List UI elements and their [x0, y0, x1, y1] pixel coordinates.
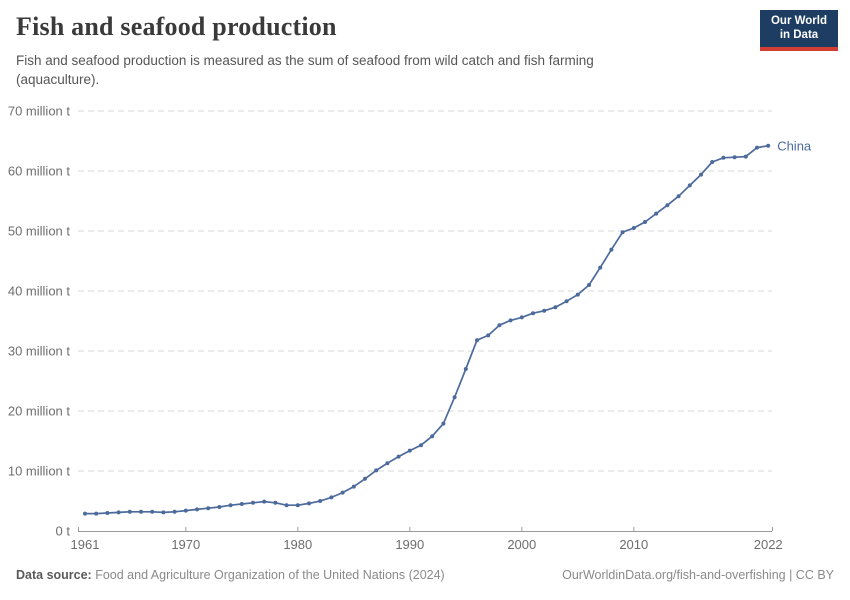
credit-link[interactable]: OurWorldinData.org/fish-and-overfishing …: [562, 568, 834, 582]
data-point-2021: [755, 145, 759, 150]
data-point-1969: [172, 509, 177, 514]
data-point-1985: [351, 484, 356, 489]
owid-logo[interactable]: Our World in Data: [760, 10, 838, 51]
data-point-1973: [217, 505, 222, 509]
data-point-2014: [676, 194, 681, 199]
owid-logo-line2: in Data: [779, 28, 819, 41]
data-point-2020: [743, 154, 748, 159]
data-source-label: Data source:: [16, 568, 92, 582]
y-tick-label-20: 20 million t: [8, 404, 71, 419]
data-point-2012: [654, 211, 659, 216]
y-tick-label-50: 50 million t: [8, 224, 71, 239]
data-point-1967: [150, 509, 155, 514]
data-point-1961: [83, 511, 87, 516]
data-point-1991: [419, 443, 423, 448]
data-point-2008: [609, 247, 614, 252]
data-point-1965: [127, 509, 132, 514]
data-point-1977: [262, 499, 267, 504]
data-point-2009: [620, 230, 625, 235]
y-tick-label-30: 30 million t: [8, 344, 71, 359]
data-point-1999: [508, 318, 513, 323]
data-point-2005: [575, 292, 580, 297]
y-tick-label-60: 60 million t: [8, 164, 71, 179]
data-point-1984: [340, 490, 345, 495]
x-tick-label-1970: 1970: [171, 537, 200, 552]
data-point-2016: [699, 172, 703, 177]
data-point-2006: [587, 283, 591, 287]
data-point-1990: [407, 448, 412, 453]
page-title: Fish and seafood production: [16, 12, 337, 41]
data-point-1966: [139, 509, 143, 514]
data-point-2018: [721, 155, 726, 160]
data-point-1988: [385, 461, 390, 466]
data-point-1981: [307, 501, 311, 506]
data-point-2019: [732, 155, 737, 160]
data-point-1997: [486, 333, 491, 338]
x-tick-label-2010: 2010: [619, 537, 648, 552]
x-tick-label-2022: 2022: [754, 537, 783, 552]
data-point-2010: [631, 226, 636, 230]
data-point-2000: [519, 315, 524, 320]
data-point-1964: [116, 510, 121, 515]
x-tick-label-1980: 1980: [283, 537, 312, 552]
data-point-1962: [94, 511, 99, 516]
data-point-1982: [318, 499, 323, 503]
y-tick-label-0: 0 t: [56, 524, 71, 539]
data-point-1986: [363, 476, 367, 481]
data-point-2022: [766, 143, 771, 148]
data-source: Data source: Food and Agriculture Organi…: [16, 568, 445, 582]
data-point-1968: [161, 510, 166, 515]
data-point-1978: [273, 500, 278, 505]
y-tick-label-10: 10 million t: [8, 464, 71, 479]
x-tick-label-1961: 1961: [71, 537, 100, 552]
data-point-1992: [430, 434, 435, 439]
data-point-1971: [195, 507, 199, 512]
data-point-1976: [251, 500, 255, 505]
data-point-1975: [239, 502, 244, 506]
data-point-1987: [374, 468, 379, 473]
data-point-1980: [295, 503, 300, 508]
data-point-1989: [396, 454, 401, 459]
owid-logo-line1: Our World: [770, 15, 827, 27]
data-point-1979: [284, 503, 289, 508]
y-tick-label-70: 70 million t: [8, 104, 71, 119]
data-point-2017: [710, 160, 715, 164]
data-point-2011: [643, 220, 647, 224]
data-point-2007: [598, 265, 603, 270]
data-point-1998: [497, 323, 502, 328]
data-point-2004: [564, 299, 569, 304]
chart-subtitle: Fish and seafood production is measured …: [16, 53, 594, 87]
data-point-2003: [553, 305, 558, 310]
data-point-1993: [441, 421, 446, 426]
data-point-1970: [183, 508, 188, 513]
series-label-china[interactable]: China: [777, 138, 812, 153]
data-point-2002: [542, 308, 547, 313]
data-point-1995: [463, 367, 468, 371]
data-point-1983: [329, 495, 334, 500]
data-point-1994: [452, 395, 457, 400]
data-point-2015: [687, 183, 692, 188]
x-tick-label-2000: 2000: [507, 537, 536, 552]
data-point-1974: [228, 503, 233, 508]
data-point-1972: [206, 506, 211, 511]
data-source-text: Food and Agriculture Organization of the…: [91, 568, 445, 582]
x-tick-label-1990: 1990: [395, 537, 424, 552]
data-point-1996: [475, 338, 479, 343]
y-tick-label-40: 40 million t: [8, 284, 71, 299]
data-point-1963: [105, 511, 110, 515]
series-line-china: [84, 144, 770, 515]
data-point-2001: [531, 311, 535, 316]
data-point-2013: [665, 203, 670, 208]
